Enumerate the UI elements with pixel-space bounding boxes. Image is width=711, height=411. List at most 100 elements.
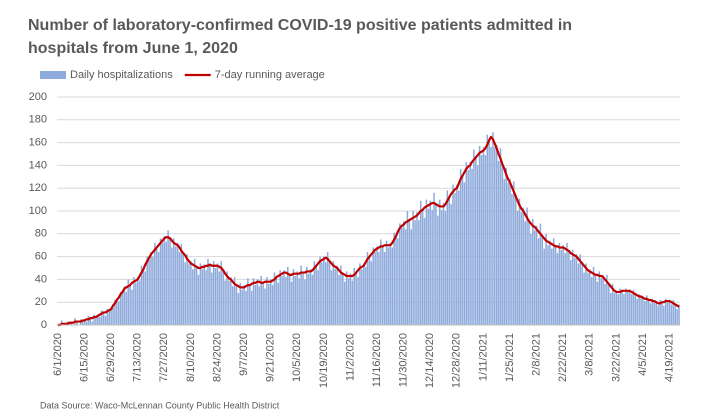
bar [499,148,502,325]
bar [323,256,325,325]
bar [163,236,166,325]
bar [575,254,578,325]
bar [604,283,606,325]
bar [459,168,462,325]
bar [668,299,671,325]
bar [494,147,496,325]
bar [649,303,652,325]
x-tick-label: 1/11/2021 [477,333,489,381]
bar [138,280,141,325]
bar [435,204,437,325]
x-tick-label: 3/22/2021 [610,333,622,382]
bar [277,282,280,325]
bar [176,242,179,325]
bar [271,285,274,325]
bar [446,190,449,325]
bar [642,296,644,325]
bar [97,314,99,325]
bar [336,265,338,325]
bar [182,253,185,325]
bar [87,315,90,325]
bar [469,161,471,325]
bar [165,241,167,325]
bar [355,272,357,325]
x-tick-label: 6/29/2020 [105,333,117,382]
bar [380,239,382,325]
bar [237,293,240,325]
bar [167,230,169,325]
bar [190,261,192,325]
bar [117,301,120,325]
bar [319,256,321,325]
bar [535,225,538,325]
bar [448,197,450,325]
bar [100,310,103,325]
bar [418,220,420,325]
bar [135,282,137,325]
bar [247,278,249,325]
bar [332,261,335,325]
bar [364,266,367,325]
bar [201,269,204,325]
bar [457,190,460,325]
bar [249,285,251,325]
bar [81,321,84,325]
bar [311,274,314,325]
bar [91,321,93,325]
bar [661,302,663,325]
bar [465,161,468,325]
bar [587,272,589,325]
bar [454,192,456,325]
bar [76,321,78,325]
bar [488,140,490,325]
bar [262,282,264,325]
bar [651,298,654,325]
bar [532,218,534,325]
bar [349,273,352,325]
bar [273,272,276,325]
bar [425,199,428,325]
bar [463,182,466,325]
bar [89,318,91,325]
bar [554,246,557,325]
source-note: Data Source: Waco-McLennan County Public… [40,400,280,410]
x-tick-label: 8/10/2020 [185,333,197,382]
legend-label: Daily hospitalizations [70,69,173,81]
bar [399,223,401,325]
bar [608,283,610,325]
bar [598,271,601,325]
bar [129,285,131,325]
bar [142,269,145,325]
bar [541,236,544,325]
bar [230,277,232,325]
bar [570,260,572,325]
bar [245,290,247,325]
bar [427,208,430,325]
bar [657,305,659,325]
bar [136,277,139,325]
bar [302,272,304,325]
x-tick-label: 11/30/2020 [398,333,410,387]
x-tick-label: 2/22/2021 [557,333,569,382]
bar [421,209,424,325]
bar [663,305,665,325]
bar [623,294,625,325]
bar [292,269,295,325]
bar [171,247,173,325]
x-tick-label: 10/19/2020 [318,333,330,388]
bar [304,279,306,325]
bar [252,278,255,325]
bar [636,298,639,325]
y-tick-label: 160 [29,137,47,149]
bar [313,261,316,325]
bar [389,242,392,325]
bar [558,242,561,325]
bar [152,256,154,325]
bar [178,252,181,325]
y-tick-label: 140 [29,159,47,171]
x-tick-label: 7/13/2020 [132,333,144,382]
bar [180,244,183,325]
bar [406,211,409,325]
bar [672,299,675,325]
